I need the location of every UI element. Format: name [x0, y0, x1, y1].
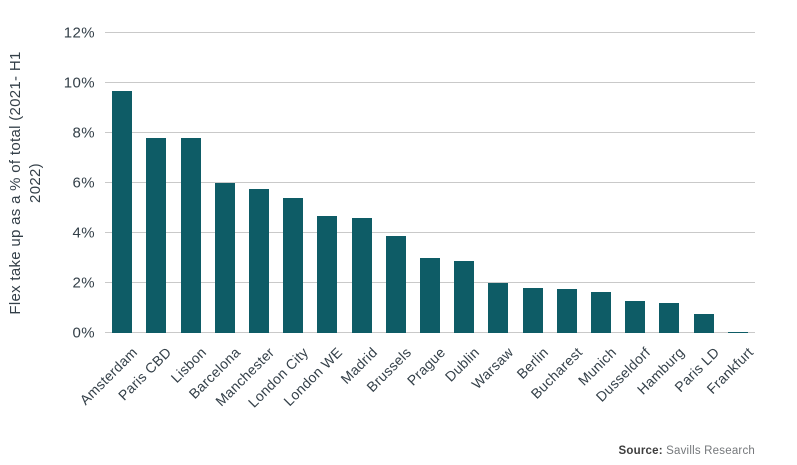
- y-tick-label: 4%: [72, 224, 95, 242]
- y-tick-label: 0%: [72, 324, 95, 342]
- bar-slot: [105, 33, 139, 333]
- y-tick-label: 2%: [72, 274, 95, 292]
- bar-slot: [139, 33, 173, 333]
- bar-slot: [686, 33, 720, 333]
- bar-slot: [413, 33, 447, 333]
- gridline: [105, 32, 755, 33]
- bar-slot: [242, 33, 276, 333]
- bar-slot: [379, 33, 413, 333]
- plot-area: [105, 32, 755, 333]
- bar: [625, 300, 646, 333]
- bar-slot: [515, 33, 549, 333]
- bar-slot: [310, 33, 344, 333]
- bar: [590, 291, 611, 333]
- bar: [488, 283, 509, 333]
- bar: [385, 235, 406, 333]
- bar: [454, 260, 475, 333]
- bar-slot: [618, 33, 652, 333]
- bar: [283, 198, 304, 333]
- bar-slot: [173, 33, 207, 333]
- gridline: [105, 82, 755, 83]
- bar-slot: [652, 33, 686, 333]
- y-tick-label: 10%: [63, 74, 95, 92]
- bar-slot: [208, 33, 242, 333]
- bar: [180, 138, 201, 333]
- source: Source: Savills Research: [619, 445, 755, 457]
- source-label: Source:: [618, 445, 663, 457]
- gridline: [105, 182, 755, 183]
- bar: [659, 303, 680, 333]
- bar: [419, 258, 440, 333]
- bar-slot: [721, 33, 755, 333]
- source-text: Savills Research: [662, 445, 755, 457]
- bar-slot: [344, 33, 378, 333]
- bar: [556, 289, 577, 333]
- bar: [112, 90, 133, 333]
- bar: [351, 218, 372, 333]
- y-axis-ticks: 0% 2% 4% 6% 8% 10% 12%: [0, 25, 95, 342]
- y-tick-label: 8%: [72, 124, 95, 142]
- bar-slot: [447, 33, 481, 333]
- bar-slot: [481, 33, 515, 333]
- bar-slot: [276, 33, 310, 333]
- x-axis-labels: Amsterdam Paris CBD Lisbon Barcelona Manches…: [77, 340, 757, 450]
- bar: [693, 314, 714, 333]
- bar-slot: [584, 33, 618, 333]
- bar: [146, 138, 167, 333]
- bars-container: [105, 33, 755, 333]
- bar: [214, 183, 235, 333]
- y-tick-label: 12%: [63, 24, 95, 42]
- y-tick-label: 6%: [72, 174, 95, 192]
- gridline: [105, 232, 755, 233]
- gridline: [105, 132, 755, 133]
- bar: [727, 331, 748, 333]
- bar: [248, 189, 269, 333]
- bar: [522, 288, 543, 333]
- bar: [317, 215, 338, 333]
- bar-slot: [550, 33, 584, 333]
